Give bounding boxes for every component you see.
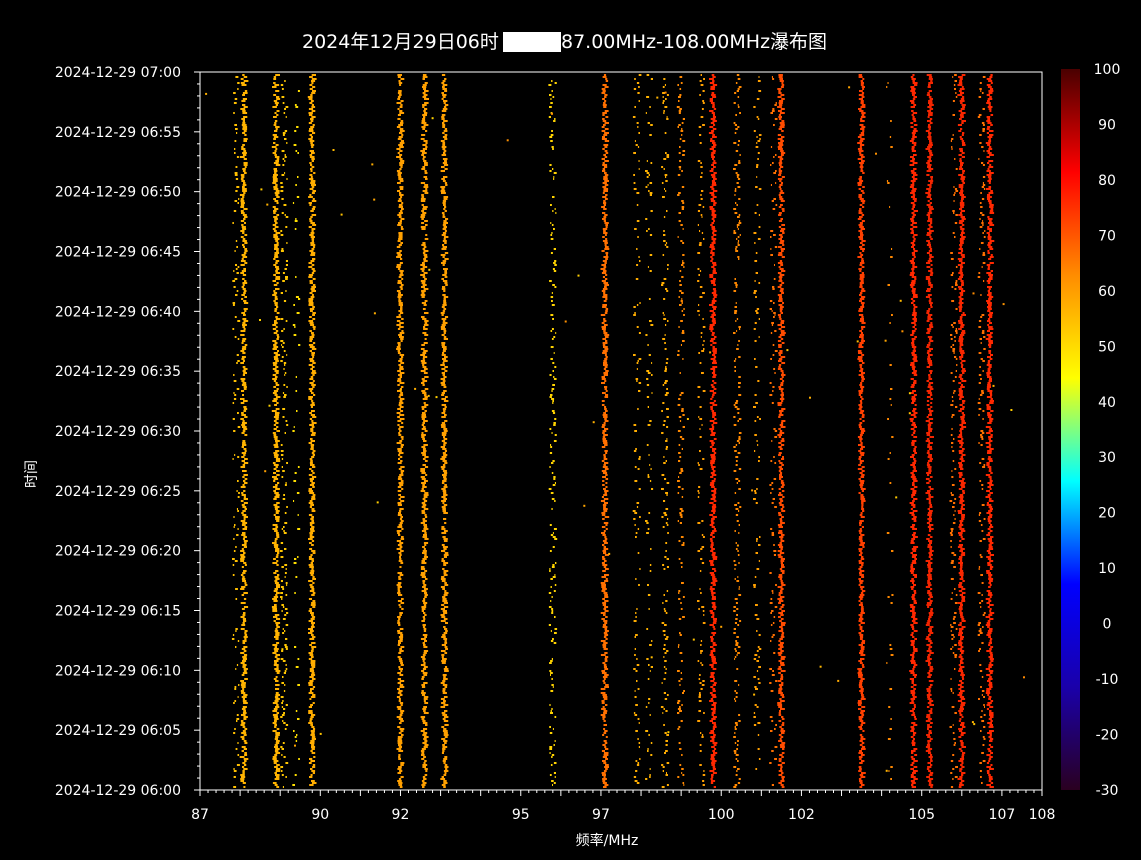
x-tick-label: 100: [708, 807, 735, 823]
x-tick-label: 102: [788, 807, 815, 823]
colorbar-tick-label: 80: [1098, 173, 1116, 189]
chart-title-prefix: 2024年12月29日06时: [302, 31, 499, 53]
y-axis-title: 时间: [24, 460, 40, 488]
signal-trace: [857, 74, 866, 788]
plot-area: [199, 71, 1043, 791]
y-axis: 2024-12-29 07:00 2024-12-29 06:55 2024-12-…: [55, 65, 200, 799]
colorbar: [1061, 69, 1080, 790]
signal-trace: [548, 80, 558, 786]
signal-trace: [231, 76, 241, 788]
y-tick-label: 2024-12-29 06:00: [55, 783, 181, 799]
signal-trace: [977, 76, 986, 784]
y-tick-label: 2024-12-29 06:35: [55, 364, 181, 380]
colorbar-tick-label: 0: [1103, 617, 1112, 633]
signal-trace: [957, 74, 967, 788]
x-tick-label: 97: [592, 807, 610, 823]
colorbar-tick-label: 20: [1098, 506, 1116, 522]
x-tick-label: 92: [392, 807, 410, 823]
title-redaction-box: [503, 32, 561, 52]
y-tick-label: 2024-12-29 06:10: [55, 663, 181, 679]
x-tick-label: 105: [908, 807, 935, 823]
signal-trace: [985, 74, 995, 788]
signal-trace: [697, 74, 706, 786]
x-axis-title: 频率/MHz: [576, 832, 639, 849]
y-tick-label: 2024-12-29 06:20: [55, 544, 181, 560]
x-tick-label: 87: [191, 807, 209, 823]
colorbar-tick-label: 100: [1094, 62, 1121, 78]
signal-trace: [600, 74, 610, 788]
y-tick-label: 2024-12-29 07:00: [55, 65, 181, 81]
signal-trace: [396, 74, 405, 788]
colorbar-tick-label: -20: [1096, 728, 1119, 744]
signal-trace: [645, 74, 654, 780]
colorbar-tick-label: -30: [1096, 783, 1119, 799]
colorbar-tick-label: 10: [1098, 561, 1116, 577]
y-tick-label: 2024-12-29 06:30: [55, 424, 181, 440]
signal-trace: [925, 74, 934, 788]
colorbar-tick-label: 90: [1098, 117, 1116, 133]
signal-trace: [660, 78, 670, 788]
signal-trace: [676, 76, 686, 786]
signal-trace: [949, 74, 959, 788]
y-tick-label: 2024-12-29 06:55: [55, 125, 181, 141]
colorbar-tick-label: 30: [1098, 450, 1116, 466]
x-tick-label: 108: [1029, 807, 1056, 823]
x-tick-label: 107: [989, 807, 1016, 823]
signal-trace: [307, 74, 317, 786]
x-tick-label: 90: [311, 807, 329, 823]
colorbar-tick-label: 60: [1098, 284, 1116, 300]
signal-trace: [909, 74, 919, 788]
y-tick-label: 2024-12-29 06:25: [55, 484, 181, 500]
signal-trace: [753, 76, 762, 770]
signal-trace: [239, 74, 249, 788]
colorbar-tick-label: 40: [1098, 395, 1116, 411]
y-tick-label: 2024-12-29 06:15: [55, 604, 181, 620]
signal-trace: [886, 82, 894, 780]
y-tick-label: 2024-12-29 06:40: [55, 304, 181, 320]
noise-speckle: [205, 86, 1025, 772]
signal-trace: [708, 74, 718, 788]
signal-trace: [777, 74, 786, 788]
plot-background: [200, 72, 1042, 790]
signal-trace: [733, 74, 742, 788]
signals-layer: [205, 74, 1025, 788]
signal-trace: [292, 90, 301, 786]
x-axis: 87 90 92 95 97 100 102 105 107 108: [191, 790, 1055, 823]
signal-trace: [271, 74, 281, 788]
y-tick-label: 2024-12-29 06:50: [55, 185, 181, 201]
signal-trace: [440, 74, 449, 788]
signal-trace: [279, 80, 289, 788]
signal-trace: [632, 74, 642, 784]
y-tick-label: 2024-12-29 06:05: [55, 723, 181, 739]
colorbar-tick-label: 70: [1098, 228, 1116, 244]
colorbar-tick-label: -10: [1096, 672, 1119, 688]
colorbar-tick-label: 50: [1098, 339, 1116, 355]
signal-trace: [769, 76, 778, 786]
y-tick-label: 2024-12-29 06:45: [55, 245, 181, 261]
chart-title-suffix: 87.00MHz-108.00MHz瀑布图: [561, 31, 827, 53]
x-tick-label: 95: [512, 807, 530, 823]
signal-trace: [420, 74, 429, 788]
